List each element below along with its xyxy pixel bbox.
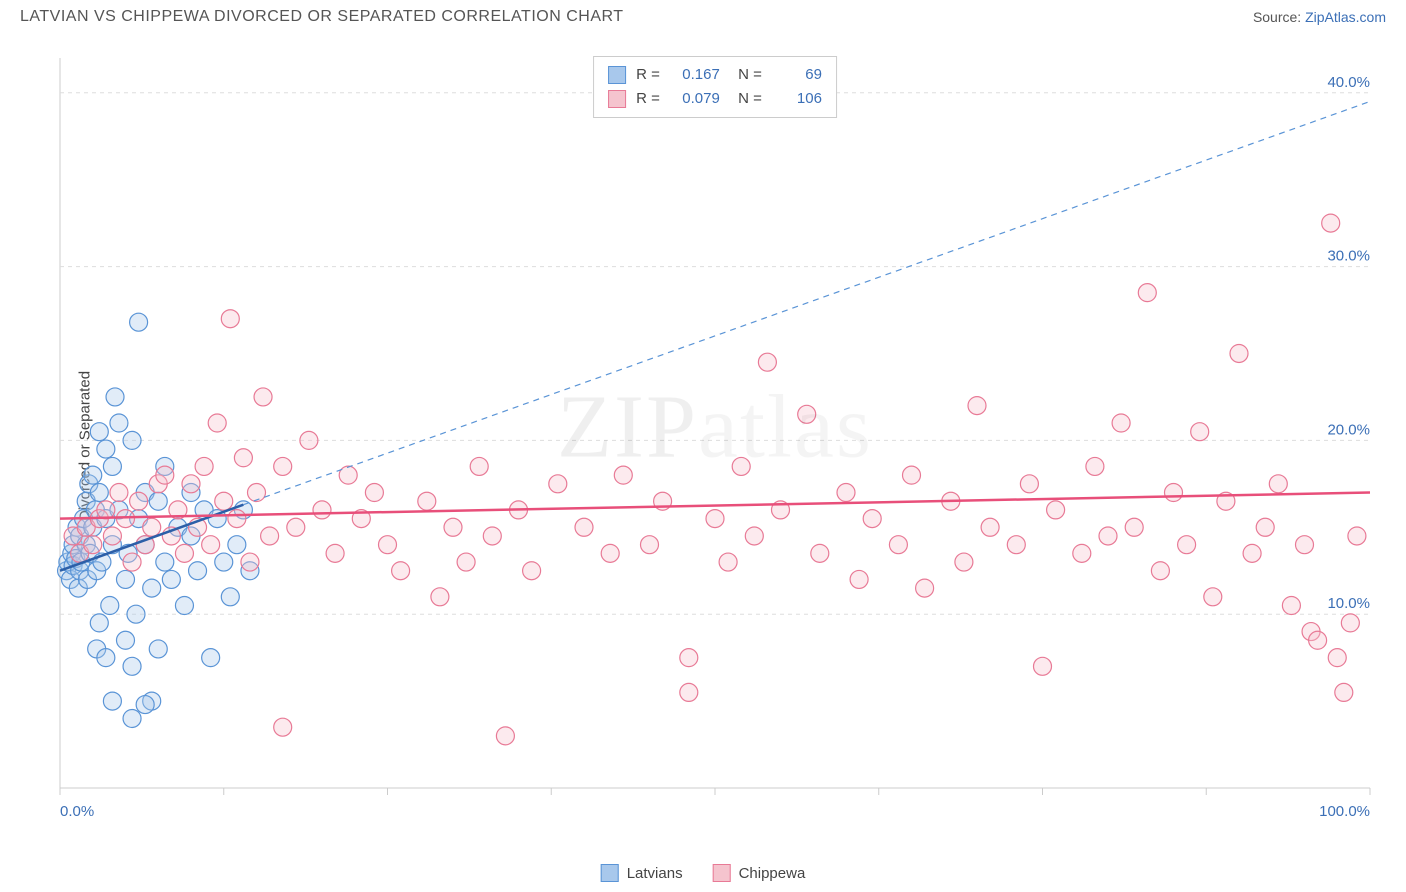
n-label: N = bbox=[730, 87, 762, 111]
legend-item: Latvians bbox=[601, 864, 683, 882]
legend-row: R = 0.167 N = 69 bbox=[608, 63, 822, 87]
r-label: R = bbox=[636, 87, 660, 111]
r-value: 0.079 bbox=[670, 87, 720, 111]
svg-text:40.0%: 40.0% bbox=[1327, 74, 1370, 91]
chart-container: ZIPatlas 10.0%20.0%30.0%40.0%0.0%100.0% … bbox=[50, 48, 1380, 838]
header: LATVIAN VS CHIPPEWA DIVORCED OR SEPARATE… bbox=[0, 0, 1406, 30]
series-legend: Latvians Chippewa bbox=[601, 864, 806, 882]
legend-row: R = 0.079 N = 106 bbox=[608, 87, 822, 111]
source-label: Source: bbox=[1253, 9, 1301, 25]
correlation-legend: R = 0.167 N = 69 R = 0.079 N = 106 bbox=[593, 56, 837, 118]
source-link[interactable]: ZipAtlas.com bbox=[1305, 9, 1386, 25]
n-label: N = bbox=[730, 63, 762, 87]
svg-text:30.0%: 30.0% bbox=[1327, 248, 1370, 265]
svg-text:0.0%: 0.0% bbox=[60, 803, 94, 820]
legend-swatch bbox=[608, 90, 626, 108]
r-value: 0.167 bbox=[670, 63, 720, 87]
source-credit: Source: ZipAtlas.com bbox=[1253, 9, 1386, 25]
chart-title: LATVIAN VS CHIPPEWA DIVORCED OR SEPARATE… bbox=[20, 8, 624, 26]
legend-swatch bbox=[601, 864, 619, 882]
svg-text:20.0%: 20.0% bbox=[1327, 421, 1370, 438]
n-value: 69 bbox=[772, 63, 822, 87]
legend-swatch bbox=[608, 66, 626, 84]
legend-swatch bbox=[713, 864, 731, 882]
r-label: R = bbox=[636, 63, 660, 87]
scatter-chart: 10.0% 20.0% 30.0% 40.0% 0.0% 100.0% bbox=[50, 48, 1380, 838]
legend-item: Chippewa bbox=[713, 864, 806, 882]
n-value: 106 bbox=[772, 87, 822, 111]
svg-text:10.0%: 10.0% bbox=[1327, 595, 1370, 612]
svg-text:100.0%: 100.0% bbox=[1319, 803, 1370, 820]
legend-label: Chippewa bbox=[739, 865, 806, 882]
legend-label: Latvians bbox=[627, 865, 683, 882]
